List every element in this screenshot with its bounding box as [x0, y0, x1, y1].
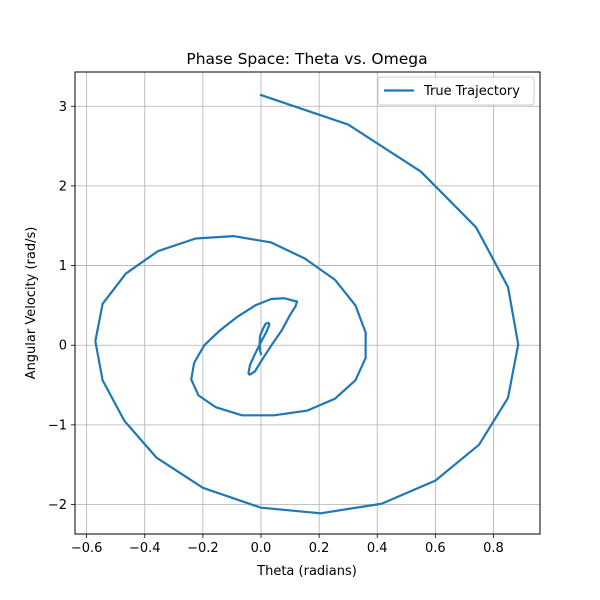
- x-tick-label: −0.6: [71, 541, 103, 556]
- x-tick-label: −0.2: [187, 541, 219, 556]
- plot-frame: [74, 71, 541, 535]
- y-tick-label: −2: [48, 498, 67, 513]
- data-layer: [94, 93, 520, 515]
- x-tick-label: 0.2: [309, 541, 330, 556]
- x-tick-label: 0.4: [367, 541, 388, 556]
- ticks: −0.6 −0.4 −0.2 0.0 0.2 0.4 0.6 0.8 −2 −1 0 1 2 3: [48, 100, 504, 556]
- x-tick-label: −0.4: [129, 541, 161, 556]
- y-tick-label: 1: [59, 259, 67, 274]
- y-tick-label: 2: [59, 179, 67, 194]
- chart-title: Phase Space: Theta vs. Omega: [186, 50, 427, 68]
- legend-label: True Trajectory: [423, 84, 520, 99]
- y-tick-label: −1: [48, 418, 67, 433]
- grid: [75, 72, 540, 534]
- x-tick-label: 0.6: [425, 541, 446, 556]
- x-tick-label: 0.8: [483, 541, 504, 556]
- x-tick-label: 0.0: [251, 541, 272, 556]
- y-tick-label: 3: [59, 100, 67, 115]
- legend: True Trajectory: [377, 76, 535, 106]
- y-tick-label: 0: [59, 339, 67, 354]
- y-axis-label: Angular Velocity (rad/s): [24, 227, 39, 380]
- series-line-0: [94, 93, 520, 515]
- legend-box: [377, 76, 535, 106]
- x-axis-label: Theta (radians): [256, 564, 357, 579]
